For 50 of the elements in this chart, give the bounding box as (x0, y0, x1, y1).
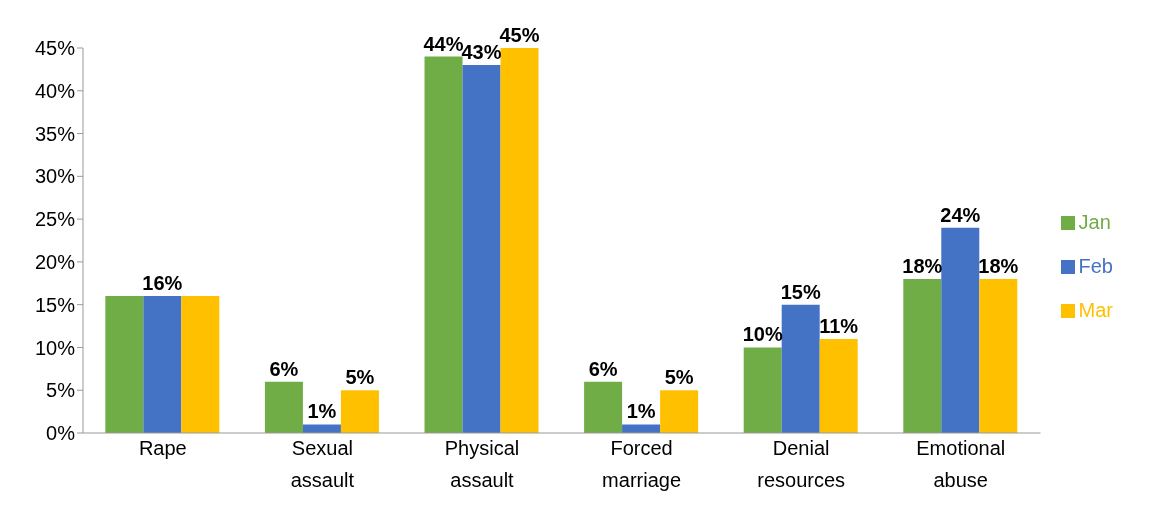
bar (941, 227, 980, 433)
bar (264, 381, 303, 433)
x-tick-label: Emotional abuse (916, 437, 1006, 491)
bar (903, 279, 942, 433)
bar (181, 296, 220, 433)
y-tick-label: 15% (34, 293, 76, 316)
x-tick-label: Physical assault (444, 437, 520, 491)
data-label: 18% (902, 255, 943, 277)
data-label: 6% (588, 357, 618, 380)
bar (302, 424, 341, 433)
x-tick-label: Sexual assault (290, 437, 355, 491)
y-tick-label: 5% (46, 379, 76, 402)
data-label: 1% (307, 400, 337, 423)
legend-label: Feb (1078, 254, 1113, 277)
y-tick-label: 25% (34, 208, 76, 231)
data-label: 11% (819, 314, 859, 337)
y-tick-label: 40% (34, 79, 76, 102)
x-tick-label: Denial resources (757, 437, 846, 491)
y-tick-label: 30% (34, 165, 76, 188)
data-label: 18% (978, 255, 1019, 277)
bar (584, 381, 623, 433)
x-tick-label: Rape (138, 437, 187, 459)
bar (143, 296, 182, 433)
data-label: 1% (626, 400, 656, 423)
y-tick-label: 0% (46, 422, 76, 445)
bar (500, 48, 539, 433)
bar (743, 347, 782, 433)
data-label: 6% (269, 357, 299, 380)
data-label: 24% (940, 203, 981, 226)
bar (781, 304, 820, 433)
data-label: 5% (664, 366, 694, 389)
y-tick-label: 10% (34, 336, 76, 359)
y-tick-label: 20% (34, 250, 76, 273)
bar (340, 390, 379, 433)
y-tick-label: 35% (34, 122, 76, 145)
legend-label: Jan (1078, 210, 1111, 233)
bar (462, 65, 501, 433)
x-tick-label: Forced marriage (602, 437, 682, 491)
bar (424, 56, 463, 433)
bar (660, 390, 699, 433)
data-label: 15% (780, 280, 821, 303)
data-label: 45% (499, 24, 540, 46)
bar (979, 279, 1018, 433)
bar (819, 338, 858, 433)
legend-label: Mar (1078, 298, 1113, 321)
y-tick-label: 45% (34, 37, 76, 60)
data-label: 5% (345, 366, 375, 389)
bar (105, 296, 144, 433)
bar (622, 424, 661, 433)
data-label: 16% (142, 272, 183, 295)
